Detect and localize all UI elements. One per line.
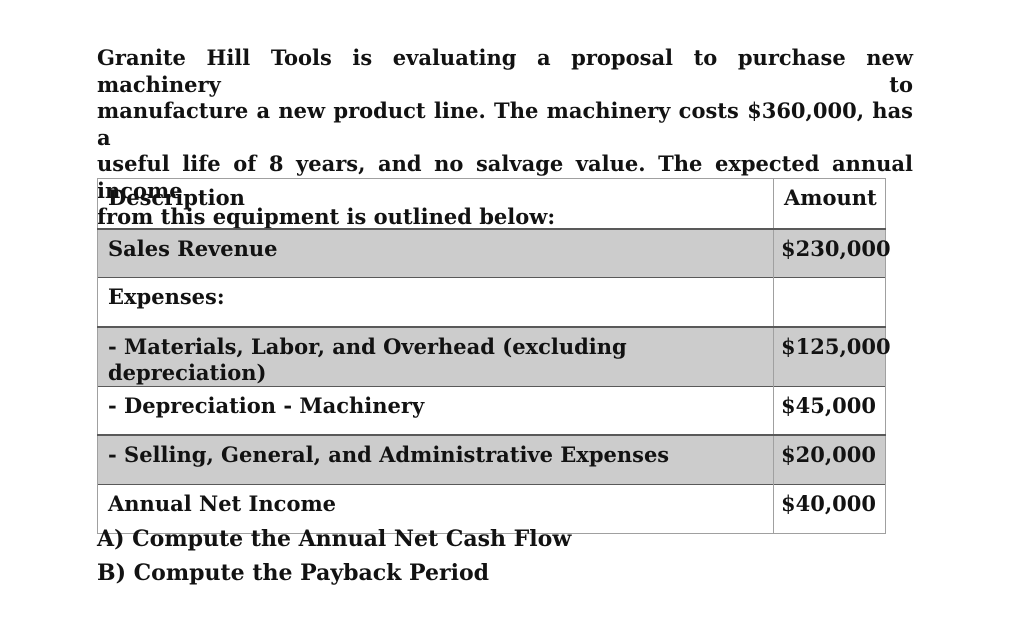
table-row-materials-labor-overhead: - Materials, Labor, and Overhead (exclud…: [97, 326, 891, 386]
amount-cell: $45,000: [773, 386, 886, 435]
table-row-annual-net-income: Annual Net Income $40,000: [97, 484, 886, 533]
questions-block: A) Compute the Annual Net Cash Flow B) C…: [97, 525, 571, 593]
table-row-selling-general-admin: - Selling, General, and Administrative E…: [97, 435, 886, 484]
column-header-description: Description: [97, 178, 774, 229]
amount-cell: $20,000: [773, 435, 886, 484]
table-row-sales-revenue: Sales Revenue $230,000: [97, 228, 891, 278]
amount-cell: [773, 277, 886, 327]
question-b: B) Compute the Payback Period: [97, 560, 490, 586]
description-cell: - Selling, General, and Administrative E…: [97, 435, 774, 484]
column-header-amount: Amount: [773, 178, 886, 229]
description-cell: Sales Revenue: [97, 228, 774, 278]
table-row-expenses-label: Expenses:: [97, 277, 886, 327]
description-cell: Annual Net Income: [97, 484, 774, 533]
question-a: A) Compute the Annual Net Cash Flow: [97, 526, 572, 552]
intro-line: Granite Hill Tools is evaluating a propo…: [97, 45, 913, 97]
table-row-depreciation-machinery: - Depreciation - Machinery $45,000: [97, 386, 886, 435]
table-header-row: Description Amount: [97, 178, 886, 229]
description-cell: Expenses:: [97, 277, 774, 327]
intro-line: manufacture a new product line. The mach…: [97, 98, 913, 150]
amount-cell: $40,000: [773, 484, 886, 533]
description-cell: - Materials, Labor, and Overhead (exclud…: [97, 326, 774, 386]
amount-cell: $125,000: [773, 326, 891, 386]
amount-cell: $230,000: [773, 228, 891, 278]
income-statement-table: Description Amount Sales Revenue $230,00…: [97, 178, 891, 534]
description-cell: - Depreciation - Machinery: [97, 386, 774, 435]
